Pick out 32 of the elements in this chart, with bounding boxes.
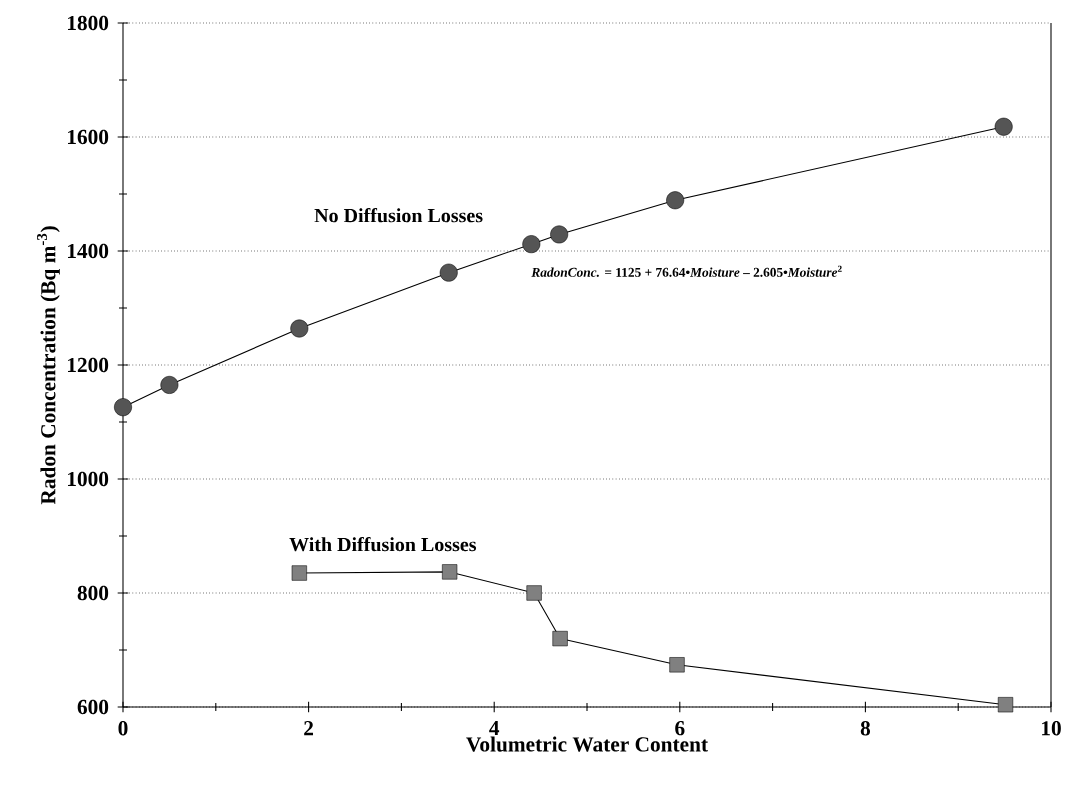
point bbox=[552, 630, 568, 647]
point bbox=[522, 235, 541, 254]
point bbox=[994, 117, 1013, 136]
point bbox=[669, 657, 685, 673]
point bbox=[526, 585, 542, 601]
point bbox=[114, 398, 132, 417]
point bbox=[290, 319, 309, 338]
point bbox=[666, 191, 685, 210]
y-tick-label: 1800 bbox=[68, 15, 109, 31]
point bbox=[439, 263, 458, 282]
point bbox=[442, 564, 458, 580]
y-tick-label: 800 bbox=[77, 585, 109, 601]
point bbox=[550, 225, 569, 244]
y-tick-label: 1400 bbox=[68, 243, 109, 259]
y-tick-label: 1600 bbox=[68, 129, 109, 145]
y-axis-title: Radon Concentration (Bq m$^{-3}$) bbox=[37, 226, 60, 505]
point bbox=[160, 376, 179, 394]
x-axis-title: Volumetric Water Content bbox=[466, 736, 708, 752]
series-label: No Diffusion Losses bbox=[314, 208, 483, 223]
x-tick-label: 8 bbox=[860, 721, 871, 736]
y-tick-label: 1000 bbox=[68, 471, 109, 487]
annotation: RadonConc. = 1125 + 76.64•Moisture – 2.605•Moisture$^{2}$ bbox=[531, 265, 842, 277]
x-tick-label: 10 bbox=[1042, 721, 1061, 736]
x-tick-label: 0 bbox=[118, 721, 128, 736]
series-label: With Diffusion Losses bbox=[289, 537, 477, 552]
y-tick-label: 600 bbox=[77, 699, 109, 715]
point bbox=[291, 565, 307, 581]
x-tick-label: 6 bbox=[675, 721, 685, 736]
y-tick-label: 1200 bbox=[68, 357, 109, 373]
x-tick-label: 2 bbox=[304, 721, 314, 736]
x-tick-label: 4 bbox=[489, 721, 500, 736]
point bbox=[997, 697, 1014, 713]
